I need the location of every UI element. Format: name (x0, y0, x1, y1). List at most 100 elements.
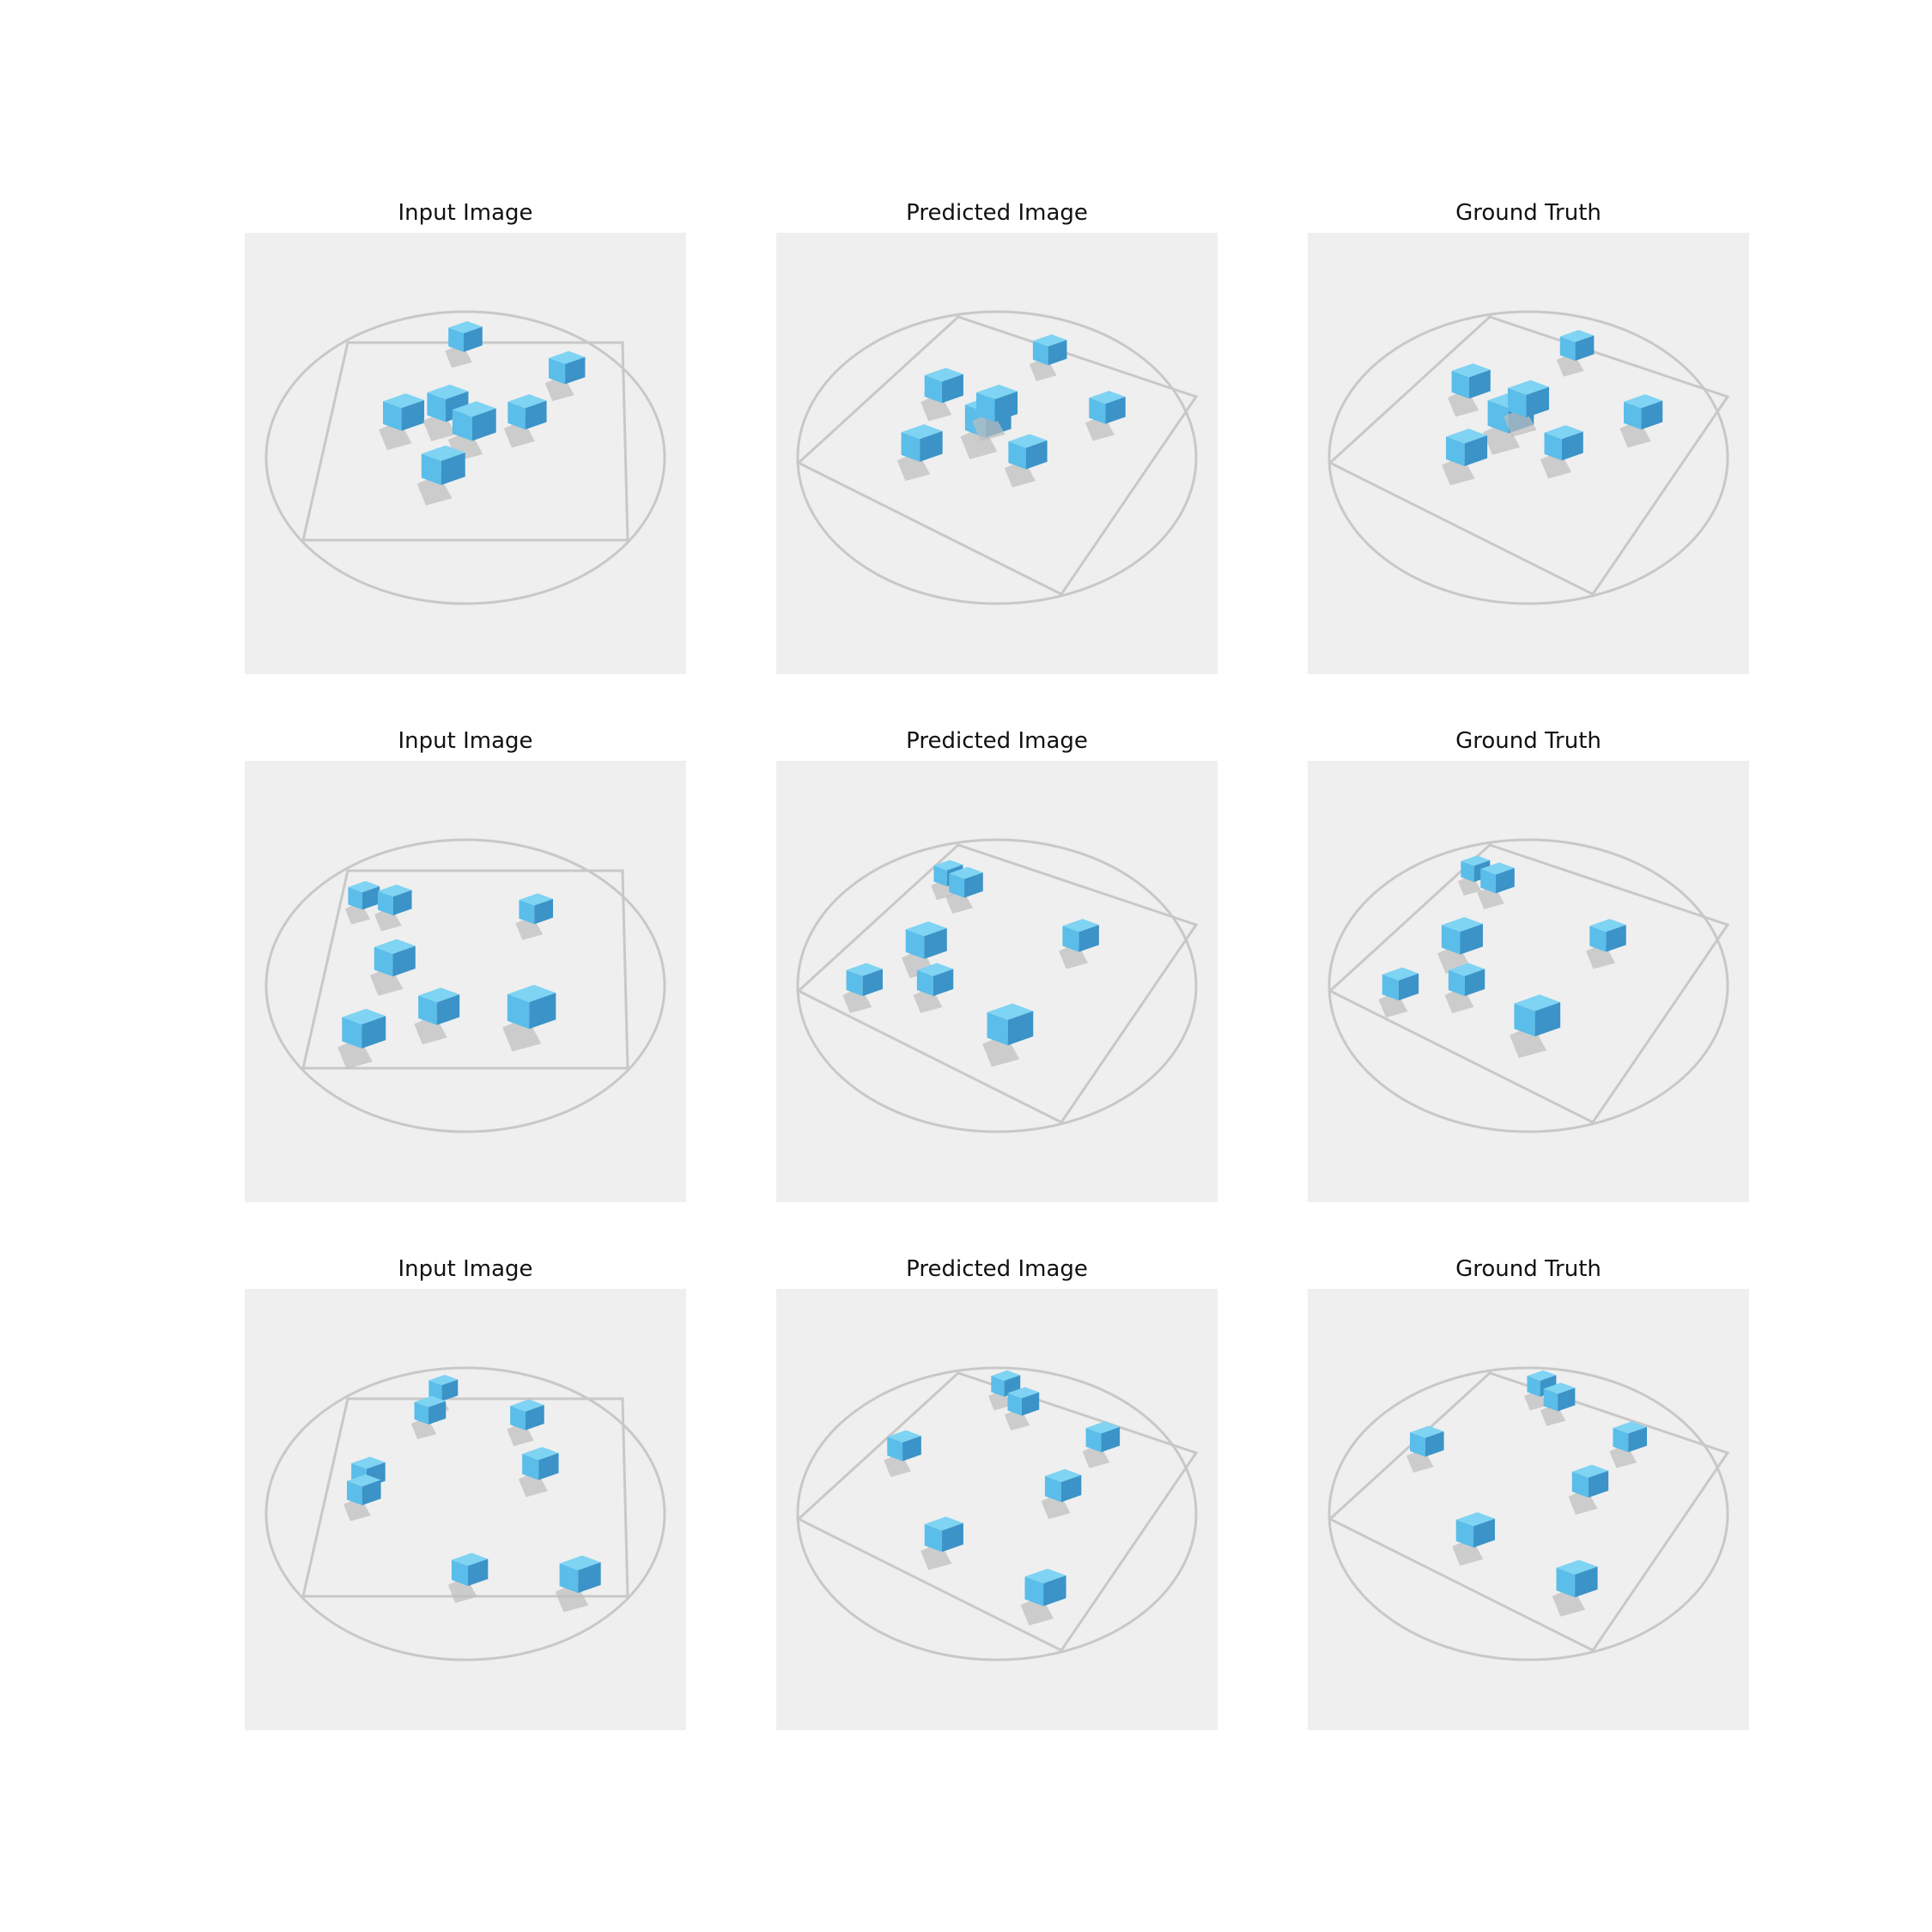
cube-right-face (1534, 1002, 1561, 1037)
cube-top (1007, 1387, 1040, 1399)
cube-shadow (369, 966, 404, 996)
cube (445, 320, 483, 368)
cube-left-face (1527, 1376, 1540, 1397)
platform-ellipse (1327, 1366, 1729, 1662)
cube (507, 1399, 544, 1447)
cube-right-face (361, 886, 380, 910)
cube-left-face (1571, 1471, 1589, 1498)
cube-right-face (942, 374, 963, 404)
cube (1020, 1568, 1066, 1625)
cube-left-face (1544, 432, 1562, 461)
panel-title: Predicted Image (906, 728, 1088, 754)
cube-shadow (1510, 1024, 1547, 1059)
cube-left-face (905, 929, 925, 959)
cube-top (916, 963, 954, 976)
cube-left-face (549, 358, 566, 385)
cube-left-face (1089, 398, 1106, 424)
image-panel (1308, 233, 1749, 674)
cube-top (1559, 330, 1595, 343)
cube (1556, 330, 1595, 377)
cube-left-face (348, 887, 362, 910)
cube-left-face (342, 1017, 362, 1048)
cube-top (949, 866, 983, 879)
cube (1477, 862, 1515, 909)
platform-ellipse (796, 1366, 1198, 1662)
scene-render (1327, 838, 1730, 1133)
cube-shadow (1448, 389, 1479, 417)
cube-shadow (1452, 1537, 1484, 1566)
cube-left-face (987, 1012, 1008, 1046)
cube-shadow (1041, 1492, 1071, 1520)
cube-left-face (1008, 441, 1026, 470)
cube-shadow (503, 420, 536, 448)
cube-top (374, 939, 416, 954)
cube-left-face (452, 410, 472, 441)
cube-right-face (428, 1400, 447, 1425)
cube-right-face (1575, 335, 1595, 361)
cube-top (1571, 1464, 1609, 1478)
platform-ellipse (796, 838, 1198, 1133)
cube-left-face (428, 1380, 442, 1401)
cube (374, 884, 412, 932)
cube (1510, 994, 1561, 1059)
panel-title: Predicted Image (906, 1256, 1088, 1282)
scene-render (796, 310, 1199, 605)
cube-shadow (1477, 884, 1504, 909)
cube-shadow (1524, 1389, 1548, 1411)
cube-right-face (1464, 969, 1485, 997)
cube-top (887, 1430, 921, 1443)
cube (544, 350, 586, 402)
cube (1004, 1387, 1040, 1431)
cube-shadow (1004, 459, 1036, 488)
cube-top (1589, 919, 1626, 933)
cube-right-face (468, 1558, 489, 1586)
cube-right-face (1641, 400, 1663, 430)
cube (913, 963, 954, 1013)
cube-shadow (1619, 420, 1651, 448)
cube-shadow (1442, 455, 1475, 486)
cube-left-face (991, 1376, 1005, 1397)
cube-shadow (1609, 1443, 1637, 1468)
cube-top (348, 881, 380, 893)
cube-left-face (1044, 1475, 1061, 1503)
cube-top (1448, 963, 1485, 976)
cube-left-face (1455, 1519, 1474, 1548)
cube-top (559, 1555, 601, 1571)
cube-left-face (1024, 1577, 1044, 1607)
cube (1041, 1468, 1082, 1520)
image-panel (245, 233, 686, 674)
scene-render (1327, 310, 1730, 605)
platform-square (1327, 843, 1730, 1124)
cube-right-face (1007, 1011, 1034, 1046)
cube-right-face (578, 1562, 601, 1594)
cube-right-face (1561, 431, 1583, 461)
cube-shadow (422, 411, 457, 441)
cube-right-face (464, 326, 483, 352)
panel-title: Input Image (398, 1256, 533, 1282)
cube (1552, 1559, 1598, 1617)
cube-left-face (1559, 336, 1576, 361)
cube (344, 881, 380, 925)
cube-left-face (975, 392, 995, 422)
cube-top (1514, 994, 1561, 1012)
cube-right-face (933, 969, 954, 997)
cube-right-face (1398, 973, 1419, 1001)
cube-left-face (1624, 401, 1642, 430)
cube (369, 939, 416, 996)
cube-left-face (1446, 436, 1465, 466)
cube (416, 445, 465, 506)
cube-top (519, 893, 554, 906)
cube-right-face (436, 994, 460, 1025)
cube-top (1556, 1559, 1598, 1575)
cube-top (427, 384, 469, 399)
image-panel (776, 233, 1218, 674)
image-panel (776, 1289, 1218, 1730)
cube-top (383, 393, 425, 409)
cube-left-face (374, 946, 393, 977)
panel-title: Predicted Image (906, 200, 1088, 226)
platform-square (1327, 315, 1730, 596)
cube-shadow (1483, 422, 1521, 455)
cube-right-face (994, 391, 1018, 422)
cube (343, 1474, 381, 1522)
cube (555, 1555, 601, 1613)
